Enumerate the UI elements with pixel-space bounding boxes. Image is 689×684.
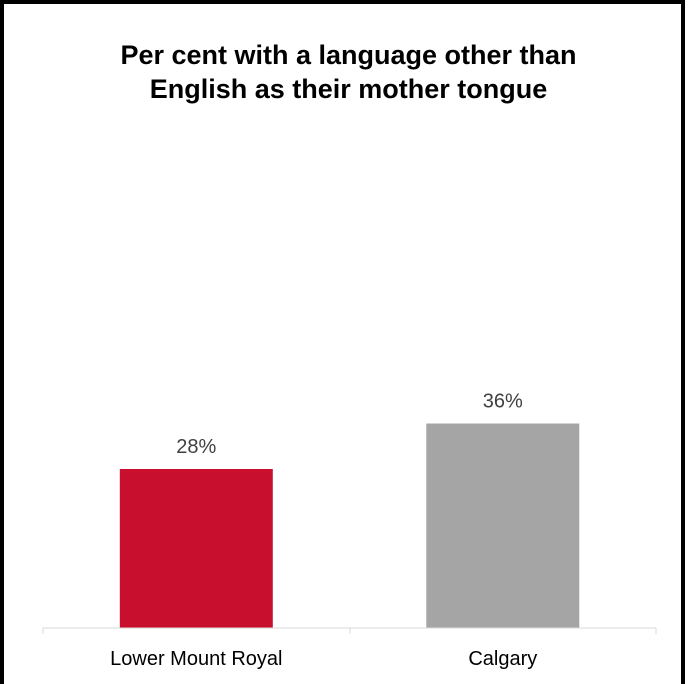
bars-layer <box>119 423 580 628</box>
labels-layer: 28% Lower Mount Royal 36% Calgary <box>110 391 537 671</box>
bar-1 <box>426 423 580 628</box>
category-label: Calgary <box>468 648 537 670</box>
bar-0 <box>119 469 273 628</box>
data-label: 36% <box>483 391 523 413</box>
data-label: 28% <box>176 436 216 458</box>
category-label: Lower Mount Royal <box>110 648 282 670</box>
chart-title: Per cent with a language other than Engl… <box>120 40 577 104</box>
